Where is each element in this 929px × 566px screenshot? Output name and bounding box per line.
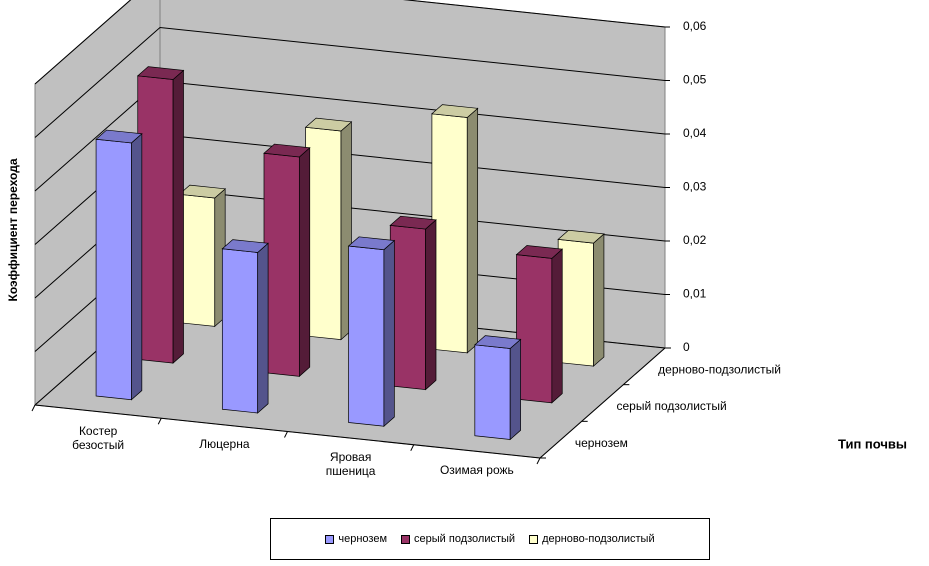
y-axis-title: Коэффициент перехода <box>6 158 20 301</box>
x-tick <box>284 431 288 438</box>
bar-top <box>221 239 269 253</box>
z-tick-label: дерново-подзолистый <box>658 363 781 377</box>
bar <box>515 245 564 404</box>
bar-front <box>474 344 511 440</box>
x-tick <box>157 418 162 425</box>
bar <box>263 143 311 378</box>
grid-line <box>34 26 666 138</box>
legend-swatch <box>325 534 335 544</box>
z-axis <box>539 347 666 459</box>
y-tick-label: 0,02 <box>683 233 707 247</box>
bar-front <box>557 238 594 367</box>
bar-front <box>263 152 300 377</box>
bar <box>304 117 353 341</box>
bar <box>347 236 396 428</box>
bar-front <box>305 126 342 341</box>
bar-top <box>178 184 227 199</box>
z-tick-label: серый подзолистый <box>617 399 727 413</box>
y-tick-label: 0,06 <box>683 19 707 33</box>
bar-top <box>136 66 185 80</box>
grid-line <box>34 0 666 85</box>
bar-front <box>348 245 385 427</box>
bar-front <box>95 138 132 401</box>
bar-side <box>466 107 479 354</box>
legend-swatch <box>529 534 539 544</box>
bar <box>557 229 605 367</box>
x-tick <box>536 457 541 465</box>
y-tick-label: 0,03 <box>683 180 707 194</box>
y-tick-label: 0,05 <box>683 73 707 87</box>
bar-front <box>516 254 553 404</box>
bar-side <box>298 147 311 378</box>
bar-top <box>389 215 437 230</box>
bar-side <box>425 219 437 391</box>
z-tick-label: чернозем <box>575 436 628 450</box>
z-axis-title: Тип почвы <box>838 436 907 451</box>
bar-front <box>179 193 216 327</box>
bar-side <box>509 338 521 441</box>
bar-top <box>557 229 605 244</box>
bar-front <box>431 113 468 354</box>
bar-top <box>304 117 353 132</box>
y-tick-label: 0,04 <box>683 126 707 140</box>
x-tick <box>31 404 36 412</box>
bar <box>389 215 437 391</box>
legend-label: серый подзолистый <box>414 533 516 545</box>
y-tick-label: 0 <box>683 340 690 354</box>
bar-front <box>137 75 174 364</box>
bar <box>95 129 143 401</box>
bar-top <box>347 236 396 251</box>
bar <box>221 239 269 414</box>
bar-side <box>593 233 605 367</box>
bar-top <box>515 245 564 259</box>
bar-top <box>431 104 479 118</box>
legend-item: серый подзолистый <box>401 533 515 545</box>
x-tick-label: Люцерна <box>199 436 250 451</box>
x-tick-label: Костер безостый <box>72 423 125 452</box>
x-tick <box>410 444 415 451</box>
bar-top <box>263 143 311 158</box>
legend-item: чернозем <box>325 533 387 545</box>
bar-top <box>473 335 522 349</box>
bar-side <box>172 69 184 364</box>
bar <box>178 184 227 328</box>
bar-side <box>131 132 143 401</box>
bar <box>431 104 479 354</box>
bar <box>473 335 522 441</box>
y-tick-label: 0,01 <box>683 287 707 301</box>
bar <box>136 66 185 364</box>
bar-side <box>383 239 395 428</box>
legend-swatch <box>401 534 411 544</box>
legend: чернозем серый подзолистый дерново-подзоли… <box>270 518 710 560</box>
bar-front <box>221 248 259 414</box>
bar-side <box>257 242 269 414</box>
x-tick-label: Яровая пшеница <box>325 450 376 479</box>
bar-front <box>389 224 426 390</box>
legend-item: дерново-подзолистый <box>529 533 655 545</box>
x-tick-label: Озимая рожь <box>439 463 514 478</box>
legend-label: чернозем <box>338 533 388 545</box>
bar-side <box>551 248 563 404</box>
bar-top <box>95 129 143 144</box>
legend-label: дерново-подзолистый <box>542 533 655 545</box>
